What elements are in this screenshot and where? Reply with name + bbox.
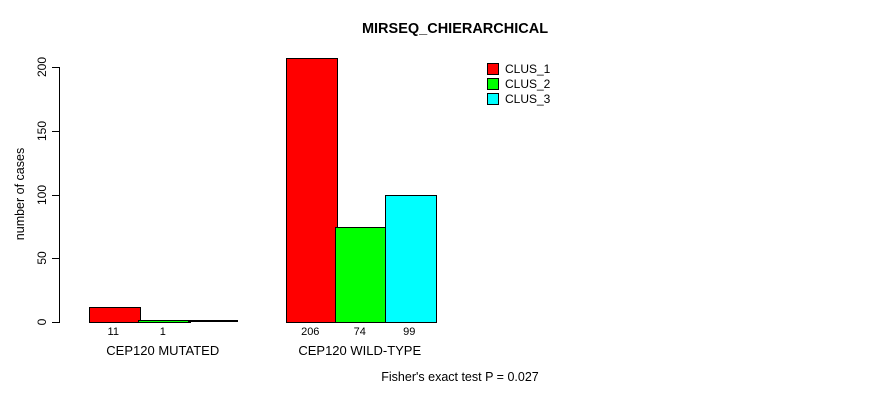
y-tick-label: 150	[35, 120, 49, 141]
bar-clus_1	[88, 307, 141, 323]
y-tick	[52, 194, 59, 196]
y-tick-label: 200	[35, 56, 49, 78]
y-tick-label: 50	[35, 251, 49, 265]
bar-clus_2	[138, 320, 191, 323]
y-tick	[52, 258, 59, 260]
bar-clus_1	[285, 58, 338, 323]
legend-row: CLUS_3	[487, 91, 550, 106]
stat-annotation: Fisher's exact test P = 0.027	[381, 370, 539, 384]
y-tick-label: 100	[35, 184, 49, 205]
legend-swatch-clus_1	[487, 63, 499, 76]
bar-clus_3-zero	[187, 320, 238, 322]
bar-clus_2	[335, 227, 388, 323]
bar-value-label: 11	[107, 326, 119, 338]
legend-label: CLUS_3	[505, 91, 551, 106]
chart-title: MIRSEQ_CHIERARCHICAL	[361, 21, 549, 37]
legend-row: CLUS_1	[487, 62, 550, 77]
bar-value-label: 1	[159, 326, 166, 338]
bar-clus_3	[384, 195, 437, 323]
legend-label: CLUS_1	[505, 62, 551, 77]
bar-value-label: 74	[353, 326, 366, 338]
y-tick	[52, 130, 59, 132]
y-tick	[52, 67, 59, 68]
legend: CLUS_1 CLUS_2 CLUS_3	[487, 62, 550, 106]
category-label: CEP120 MUTATED	[106, 343, 220, 358]
category-label: CEP120 WILD-TYPE	[298, 343, 422, 358]
bar-value-label: 99	[403, 326, 416, 338]
legend-swatch-clus_2	[487, 78, 499, 91]
legend-row: CLUS_2	[487, 77, 550, 92]
legend-label: CLUS_2	[505, 77, 551, 92]
y-tick-label: 0	[35, 318, 49, 326]
bar-value-label: 206	[301, 326, 320, 338]
y-axis-line	[59, 67, 60, 323]
legend-swatch-clus_3	[487, 92, 499, 105]
y-tick	[52, 322, 59, 323]
